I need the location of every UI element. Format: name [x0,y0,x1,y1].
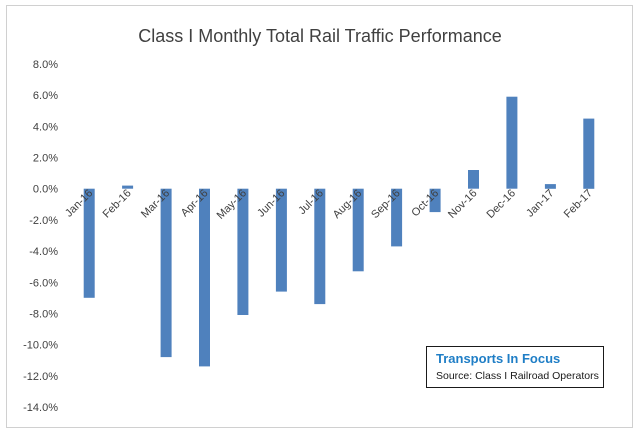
y-tick-label: 8.0% [33,59,58,71]
x-tick-label: Jan-17 [524,187,556,219]
y-tick-label: -14.0% [23,402,58,414]
bar [391,188,403,247]
bar [122,185,134,189]
y-tick-label: -12.0% [23,371,58,383]
bar [314,188,326,305]
x-tick-label: Feb-17 [562,187,595,220]
bar [275,188,287,292]
y-tick-label: -10.0% [23,340,58,352]
y-tick-label: -2.0% [29,215,58,227]
bars [83,96,595,367]
y-tick-label: 4.0% [33,121,58,133]
x-axis: Jan-16 Feb-16 Mar-16 Apr-16 May-16 Jun-16 Jul-… [63,187,595,221]
bar [429,188,441,213]
y-tick-label: 0.0% [33,184,58,196]
brand-label: Transports In Focus [436,351,561,366]
x-tick-label: Nov-16 [446,187,480,221]
bar [544,184,556,189]
bar [160,188,172,358]
bar [352,188,364,272]
y-tick-label: 2.0% [33,153,58,165]
y-tick-label: 6.0% [33,90,58,102]
bar [237,188,249,315]
source-label: Source: Class I Railroad Operators [436,370,599,382]
chart-title: Class I Monthly Total Rail Traffic Perfo… [138,26,501,46]
source-box: Transports In Focus Source: Class I Rail… [426,346,604,388]
y-tick-label: -8.0% [29,308,58,320]
bar [83,188,95,298]
bar [583,118,595,189]
y-tick-label: -4.0% [29,246,58,258]
x-tick-label: Dec-16 [484,187,518,221]
x-tick-label: Feb-16 [101,187,134,220]
bar [199,188,210,367]
y-axis: 8.0% 6.0% 4.0% 2.0% 0.0% -2.0% -4.0% -6.0% -8.0%… [23,59,58,414]
bar [468,170,479,189]
bar [506,96,518,189]
y-tick-label: -6.0% [29,277,58,289]
